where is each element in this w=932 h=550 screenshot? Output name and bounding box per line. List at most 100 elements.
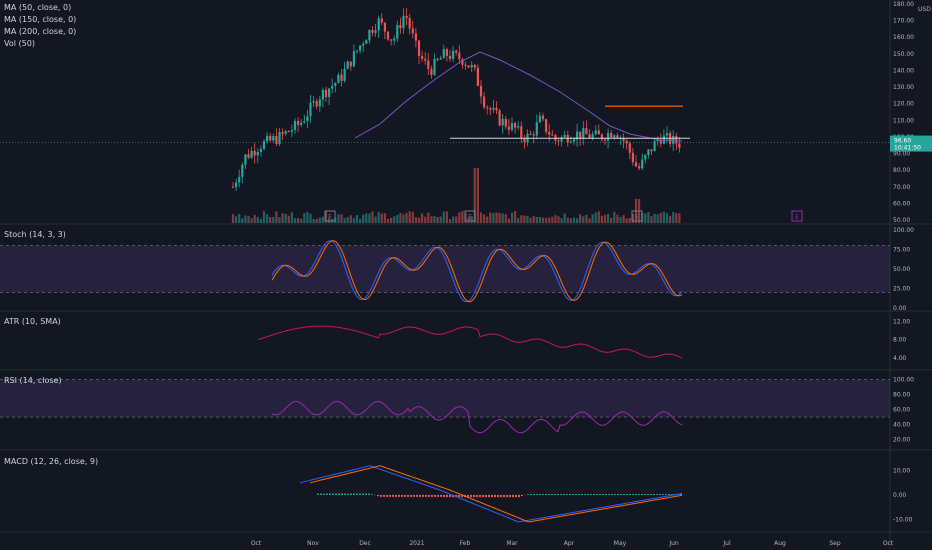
candle-body — [479, 85, 483, 97]
volume-bar — [665, 213, 669, 223]
macd-histogram-bar — [335, 493, 337, 495]
macd-histogram-bar — [668, 493, 670, 495]
candle-body — [520, 126, 523, 139]
volume-bar — [368, 213, 371, 223]
stoch-tick-label: 25.00 — [893, 286, 910, 293]
candle-body — [300, 122, 303, 125]
ma50-legend[interactable]: MA (50, close, 0) — [4, 3, 72, 12]
earnings-marker-label: E — [795, 214, 799, 221]
candle-body — [476, 67, 479, 86]
macd-histogram-bar — [476, 494, 478, 498]
volume-bar — [585, 214, 588, 223]
ma150-legend[interactable]: MA (150, close, 0) — [4, 15, 77, 24]
volume-bar — [312, 218, 315, 223]
volume-bar — [247, 215, 250, 223]
volume-bar — [256, 217, 259, 223]
candle-body — [290, 130, 293, 132]
volume-bar — [343, 218, 346, 223]
earnings-marker[interactable] — [631, 210, 643, 222]
price-tick-label: 180.00 — [893, 1, 914, 8]
volume-bar — [309, 213, 312, 223]
candle-body — [591, 134, 594, 139]
candle-body — [244, 154, 247, 165]
candle-body — [231, 186, 235, 188]
volume-bar — [306, 212, 309, 223]
volume-bar — [576, 218, 579, 223]
macd-histogram-bar — [368, 493, 370, 495]
volume-bar — [563, 213, 566, 223]
candle-body — [312, 101, 315, 103]
macd-histogram-bar — [380, 494, 382, 497]
macd-histogram-bar — [563, 493, 565, 495]
macd-histogram-bar — [617, 493, 619, 495]
volume-bar — [473, 168, 476, 223]
macd-legend[interactable]: MACD (12, 26, close, 9) — [4, 457, 99, 466]
macd-histogram-bar — [452, 494, 454, 498]
candle-body — [613, 135, 616, 138]
volume-bar — [470, 216, 473, 223]
atr-legend[interactable]: ATR (10, SMA) — [4, 317, 61, 326]
time-axis-label: Jun — [668, 540, 679, 547]
last-price-badge — [890, 135, 932, 152]
candle-body — [579, 131, 582, 139]
candle-body — [489, 108, 492, 110]
macd-histogram-bar — [317, 493, 319, 495]
macd-histogram-bar — [590, 493, 592, 495]
candle-body — [238, 176, 241, 183]
candle-body — [507, 126, 510, 130]
candle-body — [427, 60, 430, 69]
macd-histogram-bar — [458, 494, 460, 498]
volume-bar — [300, 218, 303, 223]
volume-bar — [445, 211, 448, 223]
price-tick-label: 80.00 — [893, 167, 910, 174]
time-axis-label: 2021 — [409, 540, 424, 547]
candle-body — [365, 40, 368, 44]
candle-body — [467, 65, 470, 68]
volume-bar — [526, 215, 529, 223]
earnings-marker[interactable] — [324, 210, 336, 222]
volume-bar — [631, 213, 634, 223]
candle-body — [269, 135, 272, 141]
volume-bar — [337, 214, 340, 223]
macd-histogram-bar — [512, 494, 514, 498]
macd-histogram-bar — [470, 494, 472, 498]
volume-bar — [405, 212, 408, 223]
earnings-marker[interactable] — [464, 210, 476, 222]
volume-bar — [272, 217, 275, 223]
macd-histogram-bar — [497, 494, 499, 498]
rsi-legend[interactable]: RSI (14, close) — [4, 376, 62, 385]
candle-body — [638, 166, 641, 169]
candle-body — [628, 143, 631, 153]
candle-body — [334, 83, 337, 86]
ma200-legend[interactable]: MA (200, close, 0) — [4, 27, 77, 36]
candle-body — [340, 74, 343, 81]
candle-body — [355, 50, 359, 52]
candle-body — [377, 18, 380, 31]
candle-body — [470, 65, 473, 68]
macd-histogram-bar — [602, 493, 604, 495]
volume-bar — [647, 212, 650, 223]
volume-bar — [467, 217, 470, 223]
candle-body — [597, 130, 600, 135]
macd-histogram-bar — [662, 493, 664, 495]
earnings-marker[interactable] — [791, 210, 803, 222]
time-axis-label: Feb — [460, 540, 471, 547]
candle-body — [393, 38, 396, 41]
candle-body — [439, 58, 442, 60]
macd-histogram-bar — [659, 493, 661, 495]
candle-body — [371, 29, 374, 33]
candle-body — [538, 115, 541, 123]
candle-body — [504, 118, 507, 127]
rsi-band — [0, 379, 890, 418]
price-tick-label: 150.00 — [893, 51, 914, 58]
volume-legend[interactable]: Vol (50) — [4, 39, 35, 48]
volume-bar — [433, 215, 436, 223]
macd-histogram-bar — [344, 493, 346, 495]
volume-bar — [262, 211, 266, 223]
macd-histogram-bar — [500, 494, 502, 498]
candle-body — [315, 101, 318, 107]
volume-bar — [244, 215, 247, 223]
stoch-legend[interactable]: Stoch (14, 3, 3) — [4, 230, 66, 239]
volume-bar — [510, 212, 514, 223]
